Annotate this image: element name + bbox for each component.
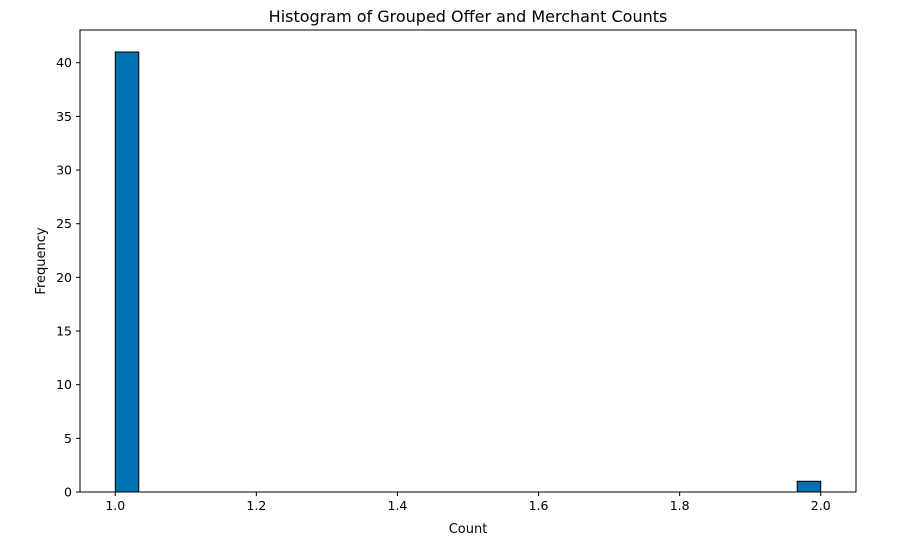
y-tick-label: 35 [56, 109, 72, 124]
y-tick-label: 0 [64, 485, 72, 500]
histogram-bar-0 [114, 51, 140, 493]
y-axis-ticks: 0 5 10 15 20 25 30 35 40 [56, 55, 80, 500]
x-tick-label: 1.0 [105, 498, 125, 513]
y-tick-label: 20 [56, 270, 72, 285]
x-axis-ticks: 1.0 1.2 1.4 1.6 1.8 2.0 [105, 492, 831, 513]
plot-frame [79, 29, 857, 493]
x-tick-label: 1.8 [670, 498, 690, 513]
chart-title: Histogram of Grouped Offer and Merchant … [269, 7, 668, 26]
y-axis-label: Frequency [34, 227, 49, 294]
x-tick-label: 2.0 [811, 498, 831, 513]
y-tick-label: 40 [56, 55, 72, 70]
x-tick-label: 1.2 [246, 498, 266, 513]
y-tick-label: 15 [56, 324, 72, 339]
histogram-bar-1 [796, 480, 822, 493]
y-tick-label: 10 [56, 377, 72, 392]
y-tick-label: 30 [56, 163, 72, 178]
bars-group [114, 51, 822, 493]
x-tick-label: 1.4 [388, 498, 408, 513]
y-tick-label: 5 [64, 431, 72, 446]
y-tick-label: 25 [56, 216, 72, 231]
x-axis-label: Count [449, 522, 488, 537]
x-tick-label: 1.6 [529, 498, 549, 513]
